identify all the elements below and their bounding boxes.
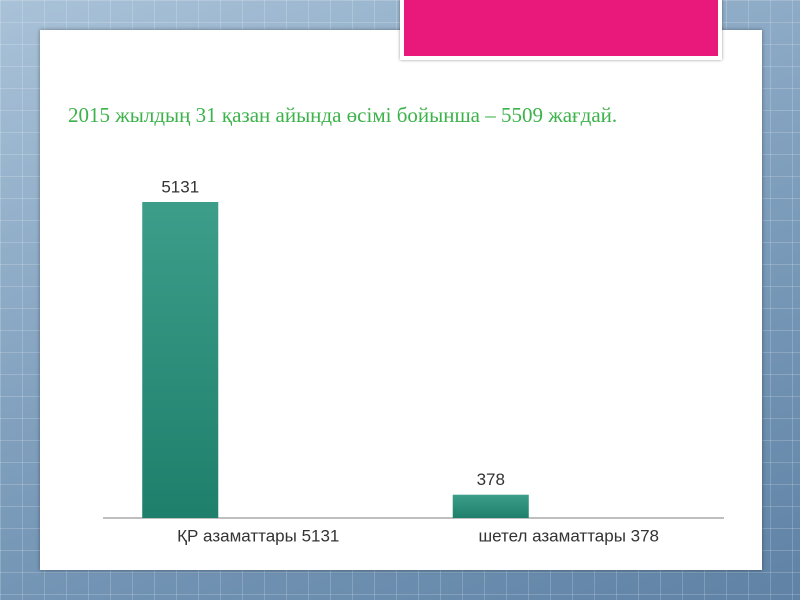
value-label: 5131	[161, 177, 199, 196]
value-label: 378	[477, 470, 505, 489]
chart-title: 2015 жылдың 31 қазан айында өсімі бойынш…	[68, 103, 617, 127]
header-box	[400, 0, 722, 60]
bar-shade	[142, 202, 219, 518]
x-tick-label: шетел азаматтары 378	[478, 526, 659, 545]
x-tick-label: ҚР азаматтары 5131	[177, 526, 339, 545]
bar-shade	[452, 494, 529, 518]
